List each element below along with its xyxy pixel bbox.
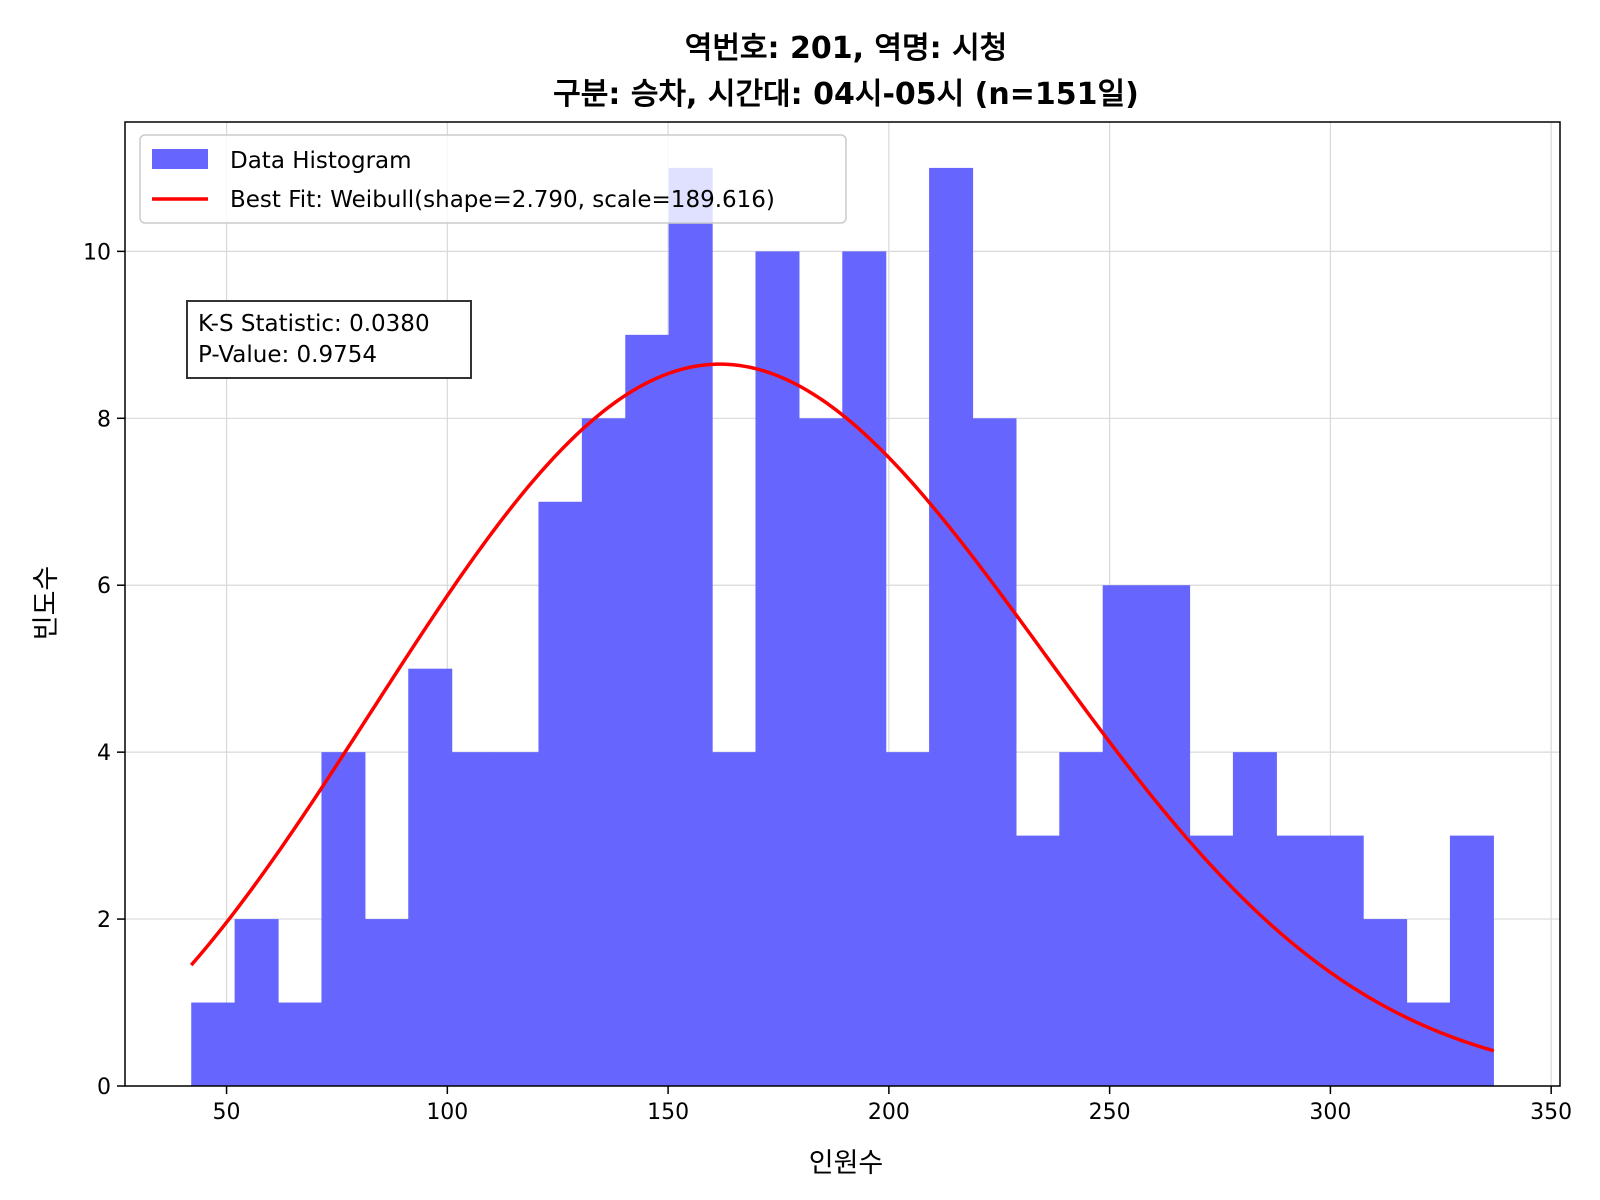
histogram-bar [842,251,887,1086]
histogram-bars [191,167,1494,1086]
y-tick-label: 4 [97,741,111,766]
histogram-bar [1232,752,1277,1086]
ks-statistic-text: K-S Statistic: 0.0380 [198,311,430,337]
y-tick-label: 10 [83,240,111,265]
y-tick-label: 8 [97,407,111,432]
ks-annotation: K-S Statistic: 0.0380 P-Value: 0.9754 [186,300,472,379]
y-tick-label: 0 [97,1075,111,1100]
histogram-bar [234,919,279,1086]
histogram-bar [885,752,930,1086]
histogram-bar [364,919,409,1086]
y-axis-label: 빈도수 [31,566,62,641]
chart-title-line2: 구분: 승차, 시간대: 04시-05시 (n=151일) [553,77,1139,112]
histogram-bar [712,752,757,1086]
histogram-bar [972,418,1017,1086]
y-tick-label: 2 [97,908,111,933]
x-tick-label: 200 [868,1100,910,1125]
histogram-bar [755,251,800,1086]
histogram-bar [929,167,974,1086]
legend-histogram-label: Data Histogram [230,148,412,174]
histogram-bar [668,167,713,1086]
histogram-bar [1059,752,1104,1086]
x-tick-label: 50 [213,1100,241,1125]
y-axis-ticks: 0 2 4 6 8 10 [83,240,125,1100]
x-tick-label: 150 [647,1100,689,1125]
histogram-bar [1102,585,1147,1086]
x-tick-label: 250 [1089,1100,1131,1125]
ks-annotation-box [186,300,472,379]
histogram-bar [321,752,366,1086]
histogram-bar [191,1002,236,1086]
histogram-bar [408,668,453,1086]
histogram-bar [1015,835,1060,1086]
histogram-bar [1406,1002,1451,1086]
legend-box [139,134,847,224]
fit-curve-layer [189,362,1495,1053]
legend-fit-label: Best Fit: Weibull(shape=2.790, scale=189… [230,187,775,213]
histogram-bar [581,418,626,1086]
x-tick-label: 100 [426,1100,468,1125]
histogram-bar [625,334,670,1086]
weibull-fit-curve [189,362,1495,1053]
histogram-bar [1363,919,1408,1086]
histogram-bar [278,1002,323,1086]
histogram-bar [495,752,540,1086]
plot-area-frame [124,121,1561,1087]
histogram-bar [1319,835,1364,1086]
chart-title-line1: 역번호: 201, 역명: 시청 [685,31,1008,66]
p-value-text: P-Value: 0.9754 [198,342,377,368]
x-axis-ticks: 50 100 150 200 250 300 350 [213,1086,1572,1125]
legend-histogram-swatch [152,149,208,169]
histogram-bar [451,752,496,1086]
x-axis-label: 인원수 [809,1148,884,1179]
x-tick-label: 350 [1530,1100,1572,1125]
y-tick-label: 6 [97,574,111,599]
x-tick-label: 300 [1309,1100,1351,1125]
histogram-bar [798,418,843,1086]
histogram-bar [1189,835,1234,1086]
legend: Data Histogram Best Fit: Weibull(shape=2… [139,134,847,224]
histogram-bar [538,501,583,1086]
